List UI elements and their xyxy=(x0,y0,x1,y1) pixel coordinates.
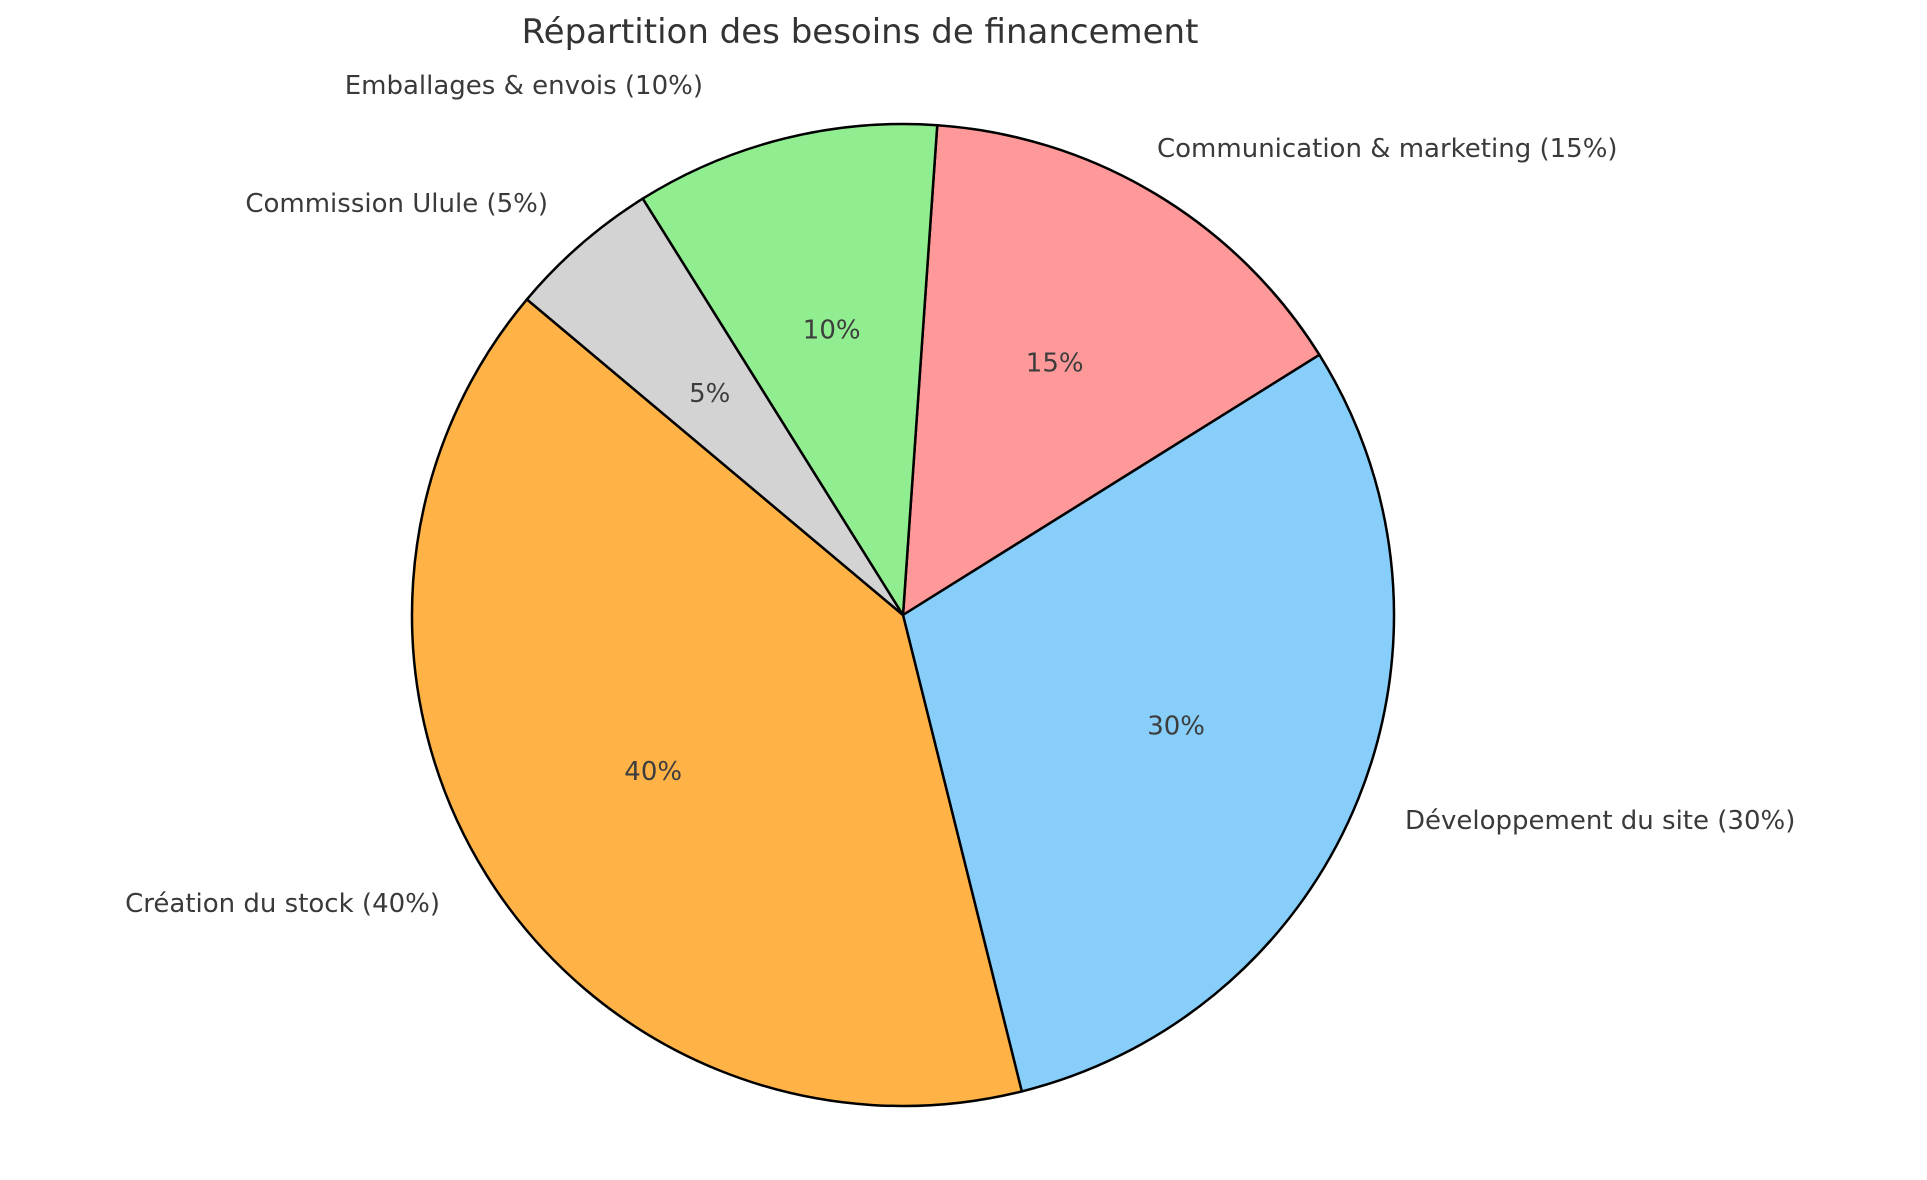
pie-slice-creation-stock xyxy=(410,297,1024,1108)
slice-label-commission-ulule: Commission Ulule (5%) xyxy=(245,189,548,219)
pct-label-creation-stock: 40% xyxy=(624,757,682,787)
pct-label-developpement-site: 30% xyxy=(1147,712,1205,742)
slice-label-creation-stock: Création du stock (40%) xyxy=(125,889,440,919)
pie-slice-emballages-envois xyxy=(641,122,939,619)
pie-slice-commission-ulule xyxy=(525,196,905,616)
pie-slice-developpement-site xyxy=(901,353,1396,1093)
chart-title: Répartition des besoins de financement xyxy=(521,12,1199,52)
pct-label-communication-marketing: 15% xyxy=(1026,349,1084,379)
slice-label-communication-marketing: Communication & marketing (15%) xyxy=(1157,134,1618,164)
pie-slice-communication-marketing xyxy=(901,123,1322,618)
slice-label-developpement-site: Développement du site (30%) xyxy=(1405,806,1795,836)
slice-label-emballages-envois: Emballages & envois (10%) xyxy=(345,71,703,101)
pct-label-commission-ulule: 5% xyxy=(689,379,730,409)
pct-label-emballages-envois: 10% xyxy=(803,315,861,345)
